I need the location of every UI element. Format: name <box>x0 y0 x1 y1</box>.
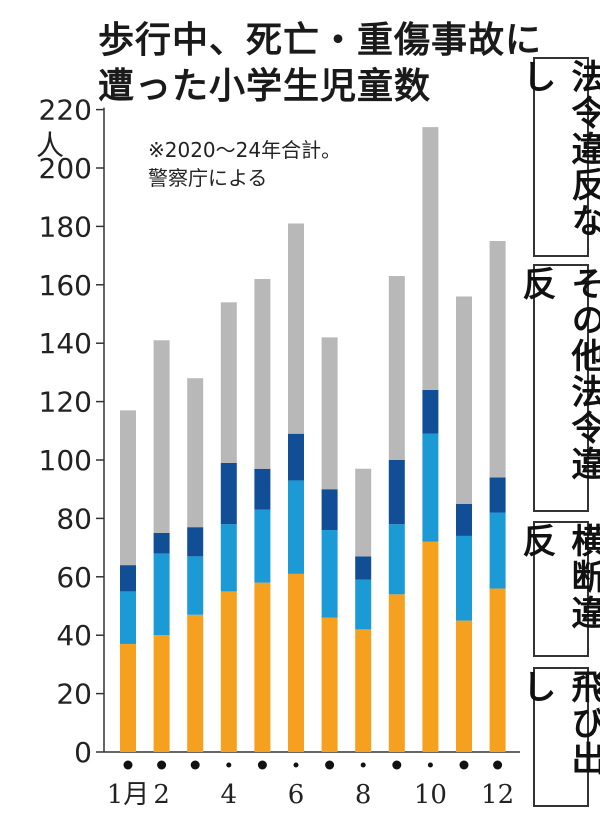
bar-segment <box>489 241 506 478</box>
bar-segment <box>153 635 170 752</box>
x-dot-marker <box>157 760 167 770</box>
bar-segment <box>355 579 372 630</box>
y-tick-label: 140 <box>39 327 92 360</box>
x-tick-label: 10 <box>414 780 447 810</box>
bar-segment <box>355 629 372 752</box>
bar-segment <box>220 524 237 592</box>
x-tick-label: 12 <box>481 780 514 810</box>
legend-crossing-violation: 横断違反 <box>516 521 600 657</box>
bar-segment <box>388 594 405 752</box>
x-dot-marker <box>226 762 232 768</box>
bar-segment <box>456 535 472 621</box>
bar-segment <box>153 553 170 636</box>
bar-segment <box>254 509 271 583</box>
x-dot-marker <box>123 760 133 770</box>
x-dot-marker <box>392 760 402 770</box>
bar-segment <box>254 278 271 469</box>
source-note: ※2020〜24年合計。 警察庁による <box>148 136 341 192</box>
y-tick-label: 160 <box>39 269 92 302</box>
bar-segment <box>187 614 204 752</box>
y-tick-label: 80 <box>56 502 92 535</box>
bar-segment <box>120 591 136 644</box>
title-line-1: 歩行中、死亡・重傷事故に <box>98 20 543 61</box>
y-tick-label: 20 <box>56 678 92 711</box>
bar-segment <box>355 468 372 557</box>
bar-segment <box>422 389 439 434</box>
x-tick-label: 6 <box>288 780 305 810</box>
bar-segment <box>321 530 338 618</box>
x-dot-marker <box>325 760 335 770</box>
bar-segment <box>489 477 506 513</box>
bar-segment <box>288 433 304 481</box>
bar-segment <box>120 643 136 752</box>
bar-segment <box>153 340 170 533</box>
y-tick-label: 40 <box>56 619 92 652</box>
x-dot-marker <box>427 762 433 768</box>
x-dot-marker <box>257 760 267 770</box>
x-tick-label: 1月 <box>107 780 150 810</box>
x-dot-marker <box>459 760 469 770</box>
title-line-2: 遭った小学生児童数 <box>98 66 432 107</box>
y-tick-label: 220 <box>39 94 92 127</box>
bar-segment <box>321 337 338 490</box>
bar-segment <box>220 591 237 752</box>
bar-segment <box>388 276 405 460</box>
bar-segment <box>355 556 372 580</box>
bar-segment <box>456 503 472 536</box>
y-tick-label: 100 <box>39 444 92 477</box>
bar-segment <box>288 573 304 752</box>
bar-segment <box>388 460 405 525</box>
x-tick-label: 4 <box>221 780 238 810</box>
x-dot-marker <box>493 760 503 770</box>
y-tick-label: 60 <box>56 561 92 594</box>
y-tick-label: 0 <box>74 736 92 769</box>
bar-segment <box>254 582 271 752</box>
bar-segment <box>456 296 472 504</box>
x-dot-marker <box>360 762 366 768</box>
chart-title: 歩行中、死亡・重傷事故に 遭った小学生児童数 <box>98 18 542 110</box>
y-tick-label: 200 <box>39 152 92 185</box>
bar-segment <box>422 433 439 542</box>
bar-segment <box>288 223 304 434</box>
bar-segment <box>422 541 439 752</box>
note-line-1: ※2020〜24年合計。 <box>148 138 342 162</box>
x-dot-marker <box>190 760 200 770</box>
bar-segment <box>187 378 204 528</box>
bar-segment <box>489 512 506 589</box>
x-tick-label: 2 <box>153 780 170 810</box>
bar-segment <box>321 489 338 531</box>
bar-segment <box>254 468 271 510</box>
bar-segment <box>187 556 204 615</box>
bar-segment <box>489 588 506 752</box>
bar-segment <box>220 302 237 463</box>
y-tick-label: 180 <box>39 210 92 243</box>
bar-segment <box>120 565 136 592</box>
bar-segment <box>388 524 405 595</box>
x-tick-label: 8 <box>355 780 372 810</box>
bar-segment <box>220 462 237 525</box>
legend-darting-out: 飛び出し <box>516 667 600 807</box>
note-line-2: 警察庁による <box>148 166 268 190</box>
y-axis-unit-label: 人 <box>36 129 65 162</box>
x-dot-marker <box>293 762 299 768</box>
bar-segment <box>120 410 136 566</box>
bar-segment <box>153 533 170 554</box>
bar-segment <box>456 620 472 752</box>
bar-segment <box>288 480 304 574</box>
y-tick-label: 120 <box>39 386 92 419</box>
bar-segment <box>187 527 204 557</box>
bar-segment <box>321 617 338 752</box>
bar-segment <box>422 127 439 390</box>
